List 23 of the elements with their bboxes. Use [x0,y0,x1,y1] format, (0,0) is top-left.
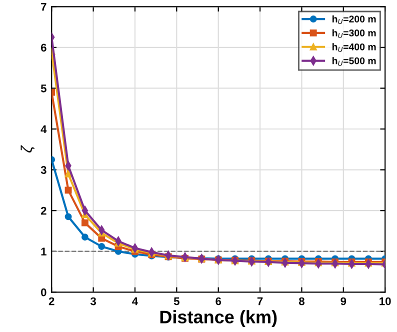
x-tick-label: 9 [340,297,346,306]
x-axis-title: Distance (km) [160,310,277,327]
y-tick-label: 5 [40,84,46,92]
y-tick-label: 4 [40,125,47,134]
x-tick-label: 5 [174,297,180,306]
x-tick-label: 7 [257,297,263,306]
x-tick-label: 6 [216,297,222,306]
x-tick-label: 10 [380,297,391,306]
y-tick-label: 0 [41,288,46,296]
legend-label: h$_{U}$=200 m [332,15,376,24]
y-tick-label: 6 [40,44,46,52]
x-tick-label: 4 [132,297,138,306]
x-tick-label: 2 [48,297,54,306]
x-tick-label: 3 [90,297,96,306]
legend-label: h$_{U}$=300 m [332,29,376,38]
legend-label: h$_{U}$=400 m [332,43,376,52]
y-tick-label: 1 [41,248,46,256]
y-tick-label: 3 [40,166,46,174]
y-tick-label: 7 [41,3,46,11]
y-tick-label: 2 [40,206,46,215]
legend-label: h$_{U}$=500 m [332,57,376,66]
x-tick-label: 8 [298,297,304,306]
y-axis-title: ζ [20,145,35,152]
